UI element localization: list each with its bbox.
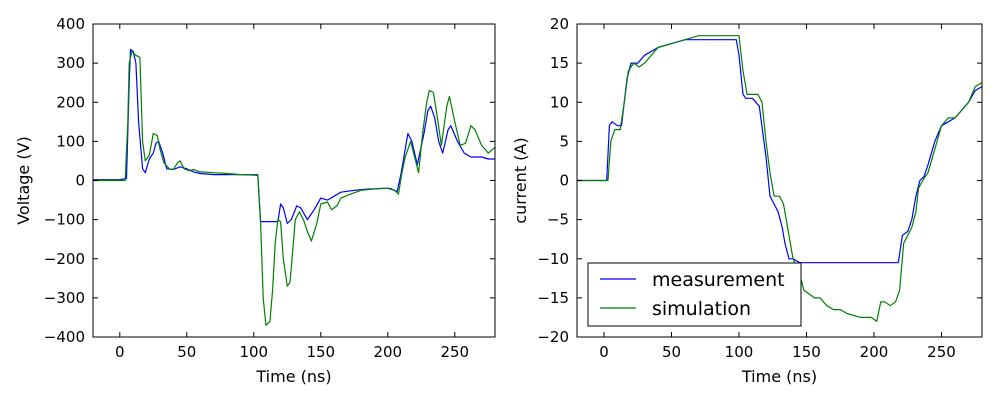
voltage-x-tick-label: 250: [440, 343, 469, 361]
voltage-x-tick-label: 100: [239, 343, 268, 361]
voltage-x-tick-label: 50: [177, 343, 196, 361]
current-y-tick-label: 20: [550, 15, 569, 33]
voltage-x-tick-label: 0: [115, 343, 125, 361]
voltage-x-axis-label: Time (ns): [255, 367, 331, 386]
voltage-series-group: [93, 48, 495, 326]
voltage-y-tick-label: 200: [56, 93, 85, 111]
current-ticks: 0 50 100 150 200 250 −20 −15 −10 −5 0 5 10 15 20: [537, 15, 982, 361]
voltage-ticks: 0 50 100 150 200 250 −400 −300 −200 −100 0 100 200 30…: [44, 15, 495, 361]
current-y-tick-label: −20: [537, 328, 569, 346]
current-y-tick-label: −15: [537, 289, 569, 307]
current-x-axis-label: Time (ns): [741, 367, 817, 386]
legend-label-measurement: measurement: [652, 269, 785, 291]
voltage-series-measurement: [93, 48, 495, 225]
voltage-y-tick-label: 100: [56, 132, 85, 150]
current-series-measurement: [577, 39, 982, 264]
legend-label-simulation: simulation: [652, 298, 751, 320]
current-x-tick-label: 250: [927, 343, 956, 361]
current-y-tick-label: −10: [537, 250, 569, 268]
current-x-tick-label: 0: [599, 343, 609, 361]
current-x-tick-label: 150: [792, 343, 821, 361]
voltage-y-tick-label: 400: [56, 15, 85, 33]
voltage-plot-frame: [92, 23, 496, 338]
current-chart: 0 50 100 150 200 250 −20 −15 −10 −5 0 5 10 15 20 Time …: [511, 15, 983, 386]
voltage-x-tick-label: 150: [306, 343, 335, 361]
voltage-y-tick-label: 0: [75, 172, 85, 190]
voltage-chart: 0 50 100 150 200 250 −400 −300 −200 −100 0 100 200 30…: [14, 15, 496, 386]
current-y-tick-label: 5: [559, 132, 569, 150]
current-y-tick-label: −5: [547, 211, 569, 229]
voltage-series-simulation: [93, 50, 495, 326]
current-y-tick-label: 10: [550, 93, 569, 111]
voltage-y-tick-label: −200: [44, 250, 85, 268]
voltage-y-tick-label: −400: [44, 328, 85, 346]
voltage-y-tick-label: 300: [56, 54, 85, 72]
legend-box: [587, 262, 802, 327]
voltage-y-tick-label: −100: [44, 211, 85, 229]
voltage-y-axis-label: Voltage (V): [14, 136, 33, 225]
legend: measurement simulation: [587, 262, 802, 327]
current-y-tick-label: 15: [550, 54, 569, 72]
voltage-x-tick-label: 200: [373, 343, 402, 361]
current-x-tick-label: 50: [662, 343, 681, 361]
voltage-y-tick-label: −300: [44, 289, 85, 307]
current-x-tick-label: 200: [860, 343, 889, 361]
current-y-axis-label: current (A): [511, 137, 530, 223]
current-y-tick-label: 0: [559, 172, 569, 190]
current-x-tick-label: 100: [725, 343, 754, 361]
